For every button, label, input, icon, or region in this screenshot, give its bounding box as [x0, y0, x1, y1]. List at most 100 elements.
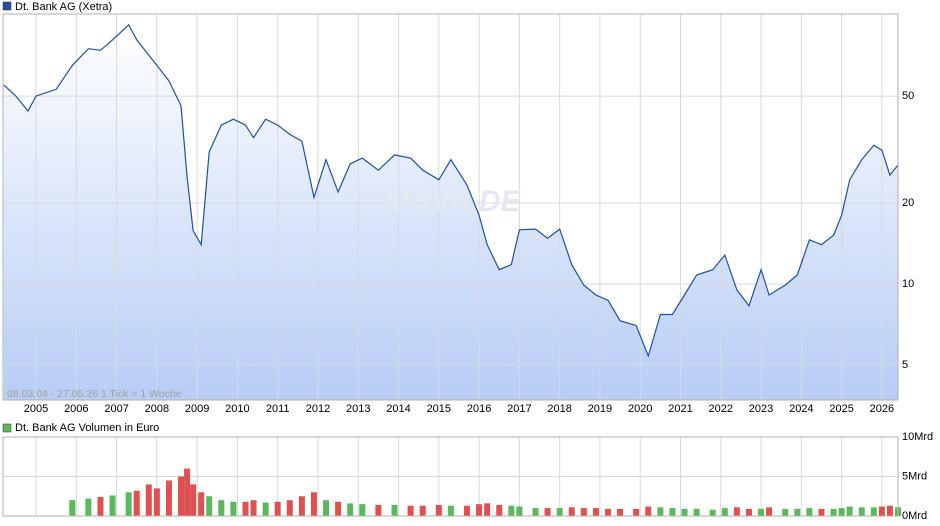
y-tick-label: 0Mrd	[902, 510, 927, 522]
volume-bar	[580, 508, 587, 516]
volume-bar	[464, 505, 471, 516]
volume-bar	[657, 507, 664, 516]
volume-bar	[97, 497, 104, 516]
volume-bar	[419, 505, 426, 516]
y-tick-label: 50	[902, 90, 914, 102]
volume-bar	[830, 508, 837, 516]
volume-bar	[407, 505, 414, 516]
x-tick-label: 2025	[829, 403, 853, 415]
volume-bar	[347, 503, 354, 516]
x-tick-label: 2022	[709, 403, 733, 415]
plot-frame	[2, 13, 899, 401]
x-tick-label: 2021	[668, 403, 692, 415]
watermark: ARIVA.DE	[378, 185, 521, 218]
volume-bar	[745, 508, 752, 516]
legend-label: Dt. Bank AG (Xetra)	[15, 1, 112, 13]
x-tick-label: 2009	[185, 403, 209, 415]
volume-bar	[645, 506, 652, 516]
volume-bar	[125, 492, 132, 516]
volume-bar	[818, 508, 825, 516]
volume-bar	[178, 476, 185, 516]
volume-bar	[286, 500, 293, 516]
volume-bar	[218, 500, 225, 516]
volume-bar	[184, 468, 191, 516]
volume-bar	[262, 502, 269, 516]
volume-bar	[359, 504, 366, 516]
price-area	[3, 24, 899, 401]
volume-bar	[758, 508, 765, 516]
volume-bar	[794, 508, 801, 516]
volume-bar	[858, 507, 865, 516]
volume-bar	[568, 507, 575, 516]
volume-bar	[323, 500, 330, 516]
plot-frame	[2, 436, 899, 517]
volume-bar	[496, 504, 503, 516]
y-tick-label: 5Mrd	[902, 470, 927, 482]
volume-bar	[782, 508, 789, 516]
volume-bar	[165, 480, 172, 516]
volume-bar	[693, 508, 700, 516]
x-tick-label: 2013	[346, 403, 370, 415]
x-tick-label: 2026	[870, 403, 894, 415]
x-tick-label: 2008	[145, 403, 169, 415]
x-tick-label: 2017	[507, 403, 531, 415]
volume-bar	[556, 508, 563, 516]
volume-bar	[592, 508, 599, 516]
x-tick-label: 2024	[789, 403, 813, 415]
volume-bar	[198, 492, 205, 516]
volume-bar	[190, 484, 197, 516]
volume-bar	[484, 503, 491, 516]
x-tick-label: 2018	[547, 403, 571, 415]
volume-bar	[633, 508, 640, 516]
volume-bar	[709, 509, 716, 516]
x-tick-label: 2007	[104, 403, 128, 415]
volume-bar	[85, 498, 92, 516]
volume-bar	[721, 508, 728, 516]
volume-bar	[335, 501, 342, 516]
volume-bar	[878, 506, 885, 516]
volume-bar	[250, 500, 257, 516]
volume-bar	[447, 505, 454, 516]
y-tick-label: 5	[902, 359, 908, 371]
volume-bar	[69, 500, 76, 516]
volume-bar	[153, 488, 160, 516]
x-tick-label: 2014	[386, 403, 410, 415]
volume-bar	[766, 507, 773, 516]
legend-swatch	[2, 1, 12, 11]
volume-bar	[476, 504, 483, 516]
volume-bar	[838, 508, 845, 516]
volume-bar	[109, 495, 116, 516]
volume-bar	[544, 508, 551, 516]
y-tick-label: 20	[902, 197, 914, 209]
volume-bar	[870, 507, 877, 516]
legend-label: Dt. Bank AG Volumen in Euro	[15, 422, 159, 434]
volume-bar	[886, 505, 893, 516]
volume-bar	[669, 508, 676, 516]
volume-bar	[242, 501, 249, 516]
volume-bar	[532, 508, 539, 516]
x-tick-label: 2006	[64, 403, 88, 415]
legend-swatch	[2, 423, 12, 433]
price-line	[3, 23, 899, 358]
y-tick-label: 10Mrd	[902, 431, 933, 443]
volume-bar	[508, 505, 515, 516]
volume-bar	[604, 508, 611, 516]
volume-bar	[145, 484, 152, 516]
x-tick-label: 2023	[749, 403, 773, 415]
y-tick-label: 10	[902, 278, 914, 290]
volume-bar	[298, 496, 305, 516]
volume-bar	[846, 506, 853, 516]
annotation: 08.03.04 - 27.05.26 1 Tick = 1 Woche	[7, 388, 182, 400]
x-tick-label: 2015	[427, 403, 451, 415]
volume-bar	[681, 508, 688, 516]
volume-bar	[310, 492, 317, 516]
x-tick-label: 2010	[225, 403, 249, 415]
volume-bar	[230, 501, 237, 516]
volume-bar	[206, 496, 213, 516]
volume-bar	[435, 504, 442, 516]
x-tick-label: 2012	[306, 403, 330, 415]
volume-bar	[617, 508, 624, 516]
volume-bar	[274, 501, 281, 516]
volume-bar	[391, 504, 398, 516]
